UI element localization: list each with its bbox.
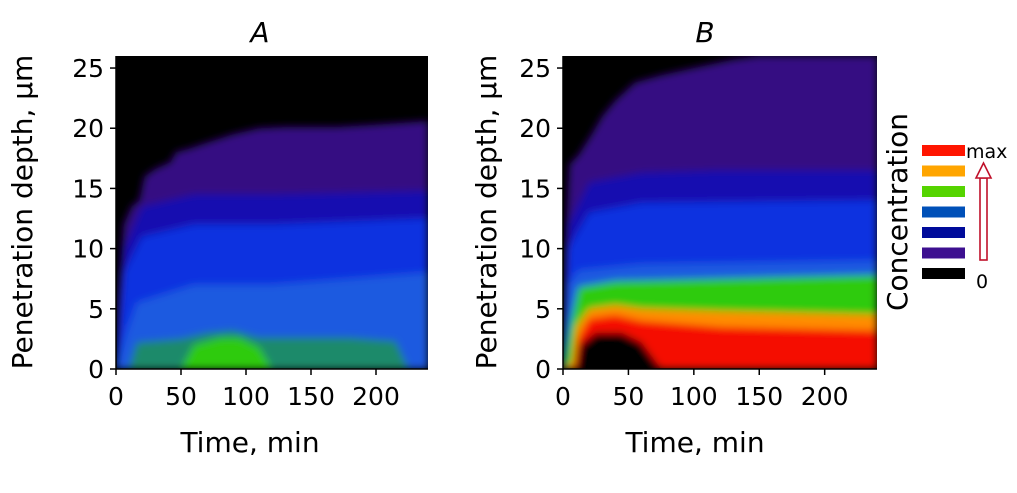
panel-a-x-tick-label: 150 — [287, 382, 335, 411]
panel-a-y-tick-label: 20 — [72, 114, 104, 143]
colorbar-swatch — [922, 206, 965, 218]
panel-b-plot — [563, 56, 877, 369]
panel-a-y-tick-label: 10 — [72, 235, 104, 264]
panel-b-x-label: Time, min — [624, 426, 764, 459]
colorbar-swatches — [922, 145, 965, 279]
panel-b: B 0 50 100 150 200 0 5 10 15 20 25 Time, min Penet… — [470, 16, 877, 459]
panel-a-bands — [116, 121, 428, 369]
panel-a-title: A — [248, 16, 269, 49]
colorbar-swatch — [922, 165, 965, 177]
panel-a-x-tick-label: 0 — [108, 382, 124, 411]
panel-b-concentration-band — [563, 332, 877, 369]
panel-b-y-tick-label: 25 — [519, 54, 551, 83]
panel-b-x-tick-label: 150 — [735, 382, 783, 411]
panel-a-x-tick-label: 100 — [222, 382, 270, 411]
colorbar-swatch — [922, 186, 965, 197]
colorbar-max-label: max — [966, 141, 1007, 163]
panel-b-bands — [563, 56, 877, 369]
colorbar-swatch — [922, 268, 965, 279]
panel-b-title: B — [695, 16, 714, 49]
panel-b-y-tick-label: 0 — [535, 355, 551, 384]
panel-b-y-label: Penetration depth, µm — [470, 55, 503, 370]
panel-a-x-tick-label: 50 — [165, 382, 197, 411]
panel-b-ticks: 0 50 100 150 200 0 5 10 15 20 25 — [519, 54, 848, 411]
arrow-up-icon — [974, 161, 993, 261]
panel-a-y-tick-label: 0 — [88, 355, 104, 384]
panel-b-y-tick-label: 5 — [535, 295, 551, 324]
panel-a-y-label: Penetration depth, µm — [6, 55, 39, 370]
panel-a-y-tick-label: 25 — [72, 54, 104, 83]
panel-a-plot — [116, 56, 428, 369]
colorbar-min-label: 0 — [976, 271, 988, 293]
panel-a-y-tick-label: 5 — [88, 295, 104, 324]
panel-b-x-tick-label: 200 — [801, 382, 849, 411]
panel-a-x-label: Time, min — [179, 426, 319, 459]
panel-a: A 0 50 100 150 200 0 5 10 15 20 25 Time, min Penet… — [6, 16, 428, 459]
colorbar-swatch — [922, 247, 965, 259]
panel-b-x-tick-label: 0 — [555, 382, 571, 411]
colorbar-legend: Concentration max 0 — [881, 113, 1007, 311]
panel-a-x-tick-label: 200 — [352, 382, 400, 411]
panel-a-ticks: 0 50 100 150 200 0 5 10 15 20 25 — [72, 54, 400, 411]
panel-b-x-tick-label: 50 — [613, 382, 645, 411]
colorbar-swatch — [922, 145, 965, 156]
colorbar-swatch — [922, 227, 965, 238]
panel-b-y-tick-label: 15 — [519, 174, 551, 203]
colorbar-title: Concentration — [881, 113, 914, 311]
panel-b-y-tick-label: 10 — [519, 235, 551, 264]
panel-a-concentration-band — [116, 337, 428, 369]
panel-b-y-tick-label: 20 — [519, 114, 551, 143]
panel-b-x-tick-label: 100 — [670, 382, 718, 411]
panel-a-y-tick-label: 15 — [72, 174, 104, 203]
